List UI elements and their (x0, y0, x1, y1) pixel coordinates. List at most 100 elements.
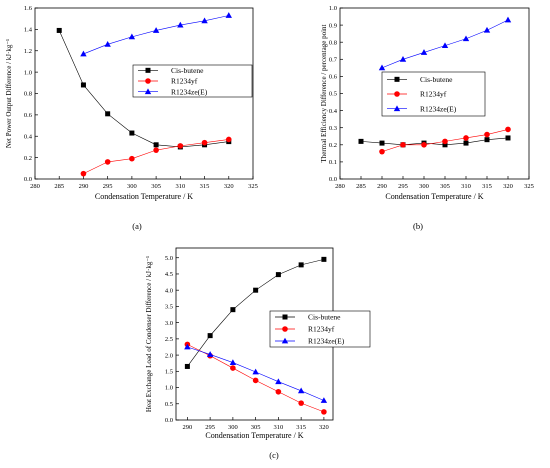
chart-c-y-tick-label: 4.5 (165, 271, 173, 278)
chart-c-point-r1234ze-e (206, 351, 214, 357)
chart-a-y-tick-label: 1.2 (24, 48, 32, 55)
chart-c-y-tick-label: 5.0 (165, 255, 173, 262)
chart-c-x-tick-label: 300 (228, 424, 238, 431)
chart-b-y-tick-label: 1.0 (329, 5, 337, 12)
chart-b-point-r1234ze-e (441, 42, 449, 49)
chart-b-x-tick-label: 290 (377, 183, 387, 190)
chart-a-x-tick-label: 290 (79, 183, 89, 190)
chart-a-point-r1234yf (201, 139, 208, 146)
chart-a-x-tick-label: 280 (30, 183, 40, 190)
chart-a-point-r1234ze-e (104, 41, 111, 47)
chart-a-legend-marker-r1234ze-e (144, 88, 152, 95)
chart-c-point-cis-butene (298, 262, 304, 268)
chart-b-y-tick-label: 0.3 (329, 125, 337, 132)
chart-c-y-tick-label: 3.0 (165, 320, 173, 327)
chart-a-legend-label-cis-butene: Cis-butene (171, 66, 204, 75)
chart-c-y-tick-label: 0.0 (165, 417, 173, 424)
chart-b-y-tick-label: 0.1 (329, 159, 337, 166)
chart-a-point-r1234ze-e (225, 12, 232, 18)
chart-b-y-tick-label: 0.2 (329, 142, 337, 149)
chart-c-point-r1234yf (298, 400, 304, 406)
chart-c-point-r1234ze-e (252, 368, 259, 375)
chart-c-legend-label-r1234yf: R1234yf (308, 325, 335, 334)
chart-b-point-r1234yf (400, 142, 406, 148)
chart-a-panel-label: (a) (132, 221, 142, 231)
chart-b-series-line-cis-butene (360, 137, 509, 146)
chart-c-y-tick-label: 0.5 (165, 401, 173, 408)
chart-b-legend-label-r1234yf: R1234yf (420, 90, 447, 99)
chart-b-x-tick-label: 295 (398, 183, 408, 190)
chart-b-point-r1234ze-e (420, 49, 428, 55)
chart-a-x-axis-label: Condensation Temperature / K (95, 192, 193, 201)
chart-c-panel-label: (c) (269, 450, 279, 460)
chart-a-point-r1234ze-e (201, 17, 208, 24)
chart-a-point-r1234yf (80, 170, 87, 177)
chart-c-y-tick-label: 1.5 (165, 369, 173, 376)
chart-a-x-tick-label: 325 (248, 183, 258, 190)
chart-a-legend-marker-r1234yf (145, 78, 151, 84)
chart-c-point-r1234yf (252, 377, 259, 384)
chart-a-y-tick-label: 0.4 (24, 133, 33, 140)
chart-a-point-r1234yf (153, 147, 159, 153)
chart-b-point-r1234ze-e (378, 64, 386, 71)
chart-a-point-r1234yf (104, 159, 111, 165)
chart-b-y-tick-label: 0.5 (329, 91, 337, 98)
chart-a-point-cis-butene (56, 27, 62, 33)
chart-c-x-axis-label: Condensation Temperature / K (205, 431, 303, 440)
chart-b-panel-label: (b) (413, 221, 423, 231)
chart-b-x-tick-label: 280 (335, 183, 345, 190)
chart-a-point-r1234yf (177, 143, 184, 149)
chart-b-point-r1234ze-e (504, 16, 512, 23)
chart-a-point-r1234ze-e (152, 27, 160, 33)
chart-b-y-tick-label: 0.7 (329, 57, 338, 64)
chart-a-point-r1234yf (129, 155, 135, 162)
chart-c-legend-marker-r1234ze-e (281, 337, 289, 344)
chart-c-point-cis-butene (230, 307, 236, 313)
chart-b-y-tick-label: 0.0 (329, 176, 337, 183)
chart-c-point-cis-butene (275, 272, 281, 278)
chart-c-legend-label-r1234ze-e: R1234ze(E) (308, 337, 345, 346)
chart-a-series-line-cis-butene (58, 30, 229, 148)
chart-a-y-axis-label: Net Power Output Difference / kJ·kg⁻¹ (5, 39, 13, 148)
chart-b-x-tick-label: 285 (356, 183, 366, 190)
chart-b-point-r1234yf (505, 126, 511, 133)
chart-a-point-cis-butene (80, 82, 86, 88)
chart-a-point-cis-butene (153, 142, 159, 148)
chart-a-y-tick-label: 1.4 (24, 27, 33, 34)
chart-a-net-power-output: 280 285 290 295 300 305 310 315 320 325 0.0 0.2 0.4 0… (5, 5, 258, 231)
chart-a-x-tick-label: 310 (175, 183, 185, 190)
chart-b-point-cis-butene (358, 138, 364, 144)
chart-a-point-r1234ze-e (80, 50, 87, 57)
chart-a-y-tick-label: 0.2 (24, 155, 32, 162)
chart-b-point-r1234yf (379, 148, 385, 155)
chart-c-point-cis-butene (321, 256, 327, 262)
chart-c-x-tick-label: 310 (274, 424, 284, 431)
chart-b-point-r1234ze-e (483, 26, 491, 33)
chart-b-thermal-efficiency: 280 285 290 295 300 305 310 315 320 325 0.0 0.1 0.2 0… (320, 5, 534, 231)
chart-b-x-tick-label: 320 (503, 183, 513, 190)
chart-b-y-tick-label: 0.6 (329, 74, 338, 81)
chart-b-legend-marker-r1234yf (394, 91, 400, 97)
chart-c-y-tick-label: 2.0 (165, 352, 173, 359)
chart-b-legend-marker-cis-butene (394, 76, 400, 82)
chart-a-x-tick-label: 320 (224, 183, 234, 190)
chart-a-y-tick-label: 0.0 (24, 176, 32, 183)
chart-c-y-tick-label: 2.5 (165, 336, 173, 343)
chart-c-x-tick-label: 320 (319, 424, 329, 431)
chart-b-x-tick-label: 315 (482, 183, 492, 190)
chart-a-y-tick-label: 0.8 (24, 91, 32, 98)
chart-c-legend-marker-r1234yf (282, 326, 288, 332)
chart-c-x-tick-label: 315 (296, 424, 306, 431)
chart-a-x-tick-label: 285 (54, 183, 64, 190)
chart-b-point-r1234yf (463, 135, 469, 141)
chart-b-x-tick-label: 325 (524, 183, 534, 190)
chart-b-point-cis-butene (505, 135, 511, 141)
chart-c-y-tick-label: 4.0 (165, 287, 173, 294)
chart-a-point-cis-butene (105, 111, 111, 117)
chart-c-legend-marker-cis-butene (282, 314, 288, 320)
chart-a-point-cis-butene (129, 130, 135, 136)
chart-a-x-tick-label: 315 (200, 183, 210, 190)
chart-c-point-cis-butene (207, 333, 213, 339)
chart-b-point-r1234ze-e (462, 35, 470, 42)
